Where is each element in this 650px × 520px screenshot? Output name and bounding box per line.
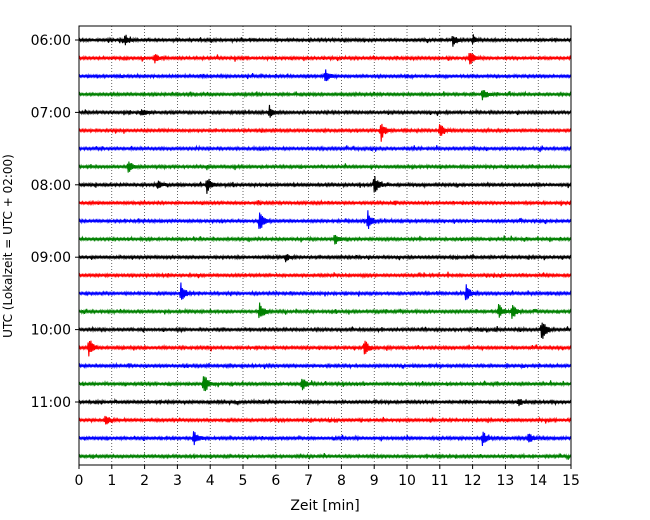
x-tick-label: 12: [464, 473, 482, 489]
x-tick-label: 2: [140, 473, 149, 489]
x-tick-label: 8: [337, 473, 346, 489]
trace-layer: [78, 34, 572, 461]
x-tick-label: 4: [206, 473, 215, 489]
y-axis-title: UTC (Lokalzeit = UTC + 02:00): [1, 154, 15, 338]
x-axis-title: Zeit [min]: [290, 498, 359, 514]
trace-0715: [78, 123, 572, 142]
x-tick-label: 13: [496, 473, 514, 489]
x-tick-label: 5: [239, 473, 248, 489]
trace-0630: [78, 69, 572, 82]
x-tick-label: 11: [431, 473, 449, 489]
y-tick-label: 06:00: [31, 33, 71, 49]
x-tick-label: 6: [271, 473, 280, 489]
trace-0930: [78, 282, 572, 301]
trace-0700: [78, 104, 572, 118]
y-tick-label: 09:00: [31, 250, 71, 266]
y-axis: 06:00 07:00 08:00 09:00 10:00 11:00: [31, 33, 79, 411]
y-tick-label: 11:00: [31, 395, 71, 411]
grid-lines: [111, 26, 539, 465]
plot-frame: [78, 25, 572, 466]
x-tick-label: 7: [304, 473, 313, 489]
trace-1000: [78, 322, 572, 339]
x-tick-label: 3: [173, 473, 182, 489]
x-tick-label: 0: [75, 473, 84, 489]
trace-0830: [78, 210, 572, 230]
x-tick-label: 1: [107, 473, 116, 489]
x-tick-label: 9: [370, 473, 379, 489]
y-tick-label: 08:00: [31, 178, 71, 194]
y-tick-label: 07:00: [31, 105, 71, 121]
y-tick-label: 10:00: [31, 323, 71, 339]
x-tick-label: 15: [562, 473, 580, 489]
x-tick-label: 10: [398, 473, 416, 489]
x-tick-label: 14: [529, 473, 547, 489]
trace-0900: [78, 253, 572, 263]
x-axis: 0 1 2 3 4 5 6 7 8 9 10 11 12 13 14 15: [75, 465, 580, 489]
